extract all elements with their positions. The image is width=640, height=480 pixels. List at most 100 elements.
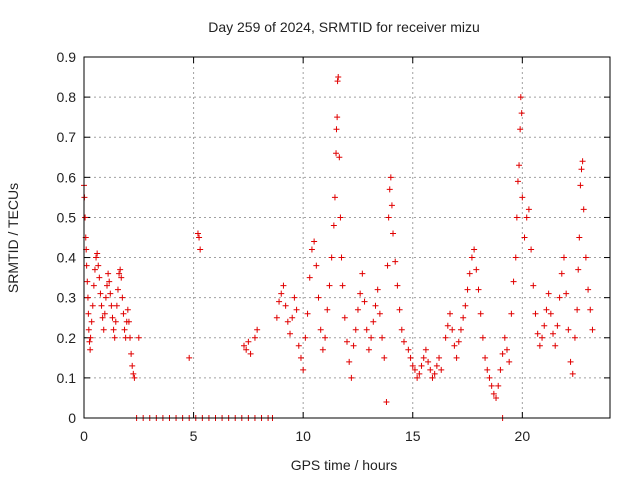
data-point	[575, 266, 582, 273]
data-point	[374, 286, 381, 293]
data-point	[409, 362, 416, 369]
data-point	[111, 334, 118, 341]
data-point	[289, 314, 296, 321]
data-point	[473, 266, 480, 273]
data-point	[82, 214, 89, 221]
data-point	[106, 278, 113, 285]
data-point	[400, 338, 407, 345]
data-point	[306, 274, 313, 281]
data-point	[114, 286, 121, 293]
x-tick-label: 5	[190, 428, 198, 444]
data-point	[127, 334, 134, 341]
data-point	[560, 254, 567, 261]
data-point	[436, 354, 443, 361]
data-point	[135, 334, 142, 341]
data-point	[525, 206, 532, 213]
data-point	[462, 302, 469, 309]
data-point	[109, 314, 116, 321]
data-point	[293, 306, 300, 313]
data-point	[577, 182, 584, 189]
data-point	[556, 294, 563, 301]
data-point	[280, 282, 287, 289]
data-point	[278, 290, 285, 297]
data-point	[503, 346, 510, 353]
data-point	[90, 282, 97, 289]
data-point	[420, 354, 427, 361]
marks	[81, 74, 596, 421]
data-point	[388, 202, 395, 209]
data-point	[554, 322, 561, 329]
data-point	[117, 266, 124, 273]
y-tick-label: 0.5	[57, 209, 77, 225]
data-point	[98, 302, 105, 309]
data-point	[541, 322, 548, 329]
data-point	[396, 306, 403, 313]
data-point	[311, 238, 318, 245]
data-point	[118, 274, 125, 281]
data-point	[334, 114, 341, 121]
ticks	[83, 56, 610, 419]
data-point	[96, 274, 103, 281]
data-point	[93, 254, 100, 261]
grid	[84, 57, 610, 418]
data-point	[479, 334, 486, 341]
data-point	[431, 370, 438, 377]
data-point	[104, 282, 111, 289]
data-point	[344, 338, 350, 345]
data-point	[536, 342, 543, 349]
data-point	[414, 374, 421, 381]
data-point	[240, 342, 247, 349]
data-point	[282, 302, 289, 309]
data-point	[197, 246, 204, 253]
data-point	[530, 282, 537, 289]
data-point	[297, 354, 304, 361]
data-point	[186, 354, 193, 361]
data-point	[87, 334, 94, 341]
data-point	[102, 294, 109, 301]
data-point	[337, 214, 344, 221]
data-point	[326, 282, 333, 289]
data-point	[425, 358, 432, 365]
data-point	[359, 270, 366, 277]
y-tick-label: 0.9	[57, 49, 77, 65]
data-point	[94, 250, 101, 257]
y-tick-label: 0.1	[57, 370, 77, 386]
data-point	[488, 382, 495, 389]
data-point	[466, 270, 473, 277]
data-point	[468, 254, 475, 261]
data-point	[331, 194, 338, 201]
data-point	[534, 330, 541, 337]
data-point	[516, 162, 523, 169]
data-point	[571, 334, 578, 341]
data-point	[545, 290, 552, 297]
chart-title: Day 259 of 2024, SRMTID for receiver miz…	[208, 19, 480, 35]
y-tick-label: 0.7	[57, 129, 77, 145]
data-point	[354, 306, 361, 313]
data-point	[338, 254, 345, 261]
data-point	[110, 326, 117, 333]
data-point	[411, 366, 418, 373]
y-tick-label: 0.4	[57, 250, 77, 266]
y-axis-label: SRMTID / TECUs	[5, 183, 21, 293]
data-point	[107, 290, 114, 297]
data-point	[451, 342, 458, 349]
data-point	[508, 310, 515, 317]
data-point	[579, 158, 586, 165]
data-point	[304, 310, 311, 317]
data-point	[330, 222, 337, 229]
data-point	[438, 366, 445, 373]
data-point	[490, 390, 497, 397]
data-point	[495, 382, 502, 389]
data-point	[273, 314, 280, 321]
data-point	[405, 346, 412, 353]
data-point	[513, 214, 520, 221]
data-point	[361, 298, 368, 305]
data-point	[113, 302, 120, 309]
data-point	[574, 306, 581, 313]
data-point	[334, 78, 341, 85]
data-point	[376, 310, 383, 317]
data-point	[350, 342, 357, 349]
data-point	[433, 362, 440, 369]
data-point	[100, 326, 107, 333]
data-point	[322, 334, 329, 341]
